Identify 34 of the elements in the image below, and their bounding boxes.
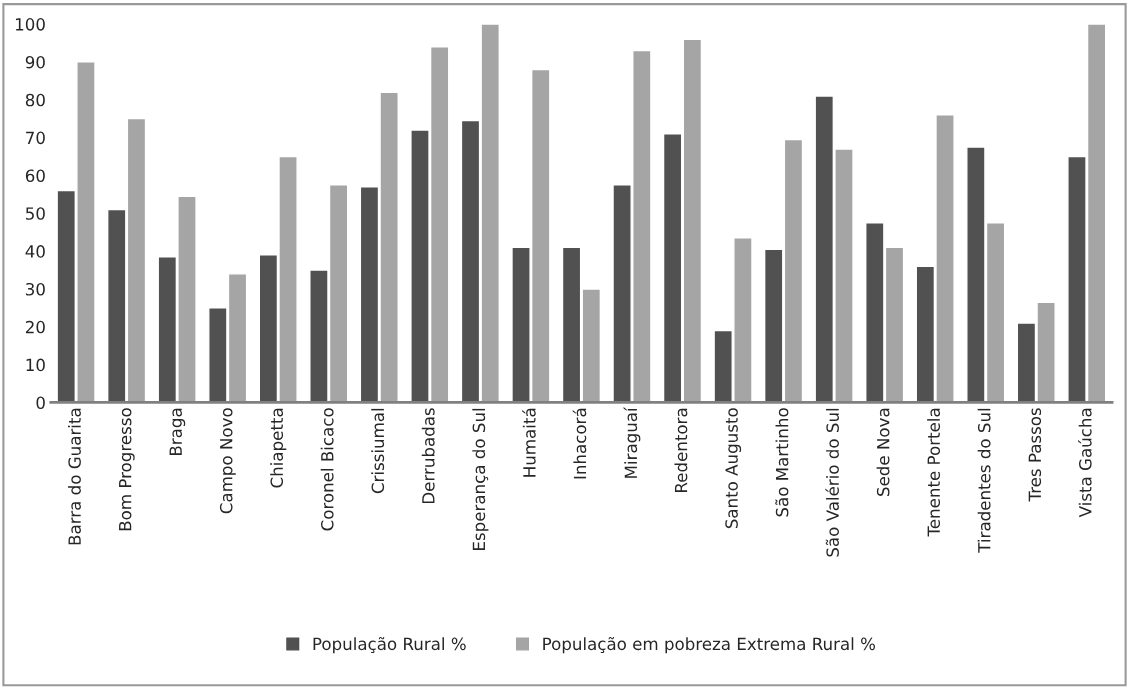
x-tick-label: Inhacorá <box>572 408 587 479</box>
y-tick-label: 10 <box>26 358 45 372</box>
x-tick-label: Chiapetta <box>270 408 287 488</box>
legend-label: População em pobreza Extrema Rural % <box>543 636 876 654</box>
y-tick-label: 90 <box>25 55 45 69</box>
x-tick-label: Tres Passos <box>1028 408 1042 502</box>
x-tick-label: Vista Gaúcha <box>1078 408 1092 518</box>
y-tick-label: 100 <box>15 18 45 31</box>
x-tick-label: Bom Progresso <box>119 408 135 531</box>
legend-label: População Rural % <box>313 636 466 654</box>
x-tick-label: São Martinho <box>775 408 789 517</box>
y-tick-label: 40 <box>25 245 45 258</box>
x-tick-label: Tenente Portela <box>927 408 941 537</box>
x-tick-label: Sede Nova <box>876 408 890 496</box>
x-tick-label: São Valério do Sul <box>825 408 839 557</box>
x-tick-label: Miraguaí <box>623 406 641 478</box>
x-tick-label: Coronel Bicaco <box>320 408 334 531</box>
y-tick-label: 30 <box>26 282 45 296</box>
y-tick-label: 20 <box>25 320 45 334</box>
x-tick-label: Crissiumal <box>371 408 385 494</box>
x-tick-label: Tiradentes do Sul <box>977 408 991 553</box>
x-tick-label: Redentora <box>674 408 688 492</box>
y-tick-label: 0 <box>36 396 45 410</box>
y-tick-label: 50 <box>26 207 45 220</box>
y-tick-label: 80 <box>25 93 45 107</box>
x-tick-label: Esperança do Sul <box>472 408 489 550</box>
y-tick-label: 70 <box>26 131 45 145</box>
y-tick-label: 60 <box>25 169 45 183</box>
x-tick-label: Santo Augusto <box>725 408 742 529</box>
x-tick-label: Campo Novo <box>219 408 236 514</box>
x-tick-label: Braga <box>169 408 186 455</box>
x-tick-label: Derrubadas <box>421 408 435 504</box>
x-tick-label: Humaitá <box>522 408 536 477</box>
x-tick-label: Barra do Guarita <box>68 408 81 545</box>
